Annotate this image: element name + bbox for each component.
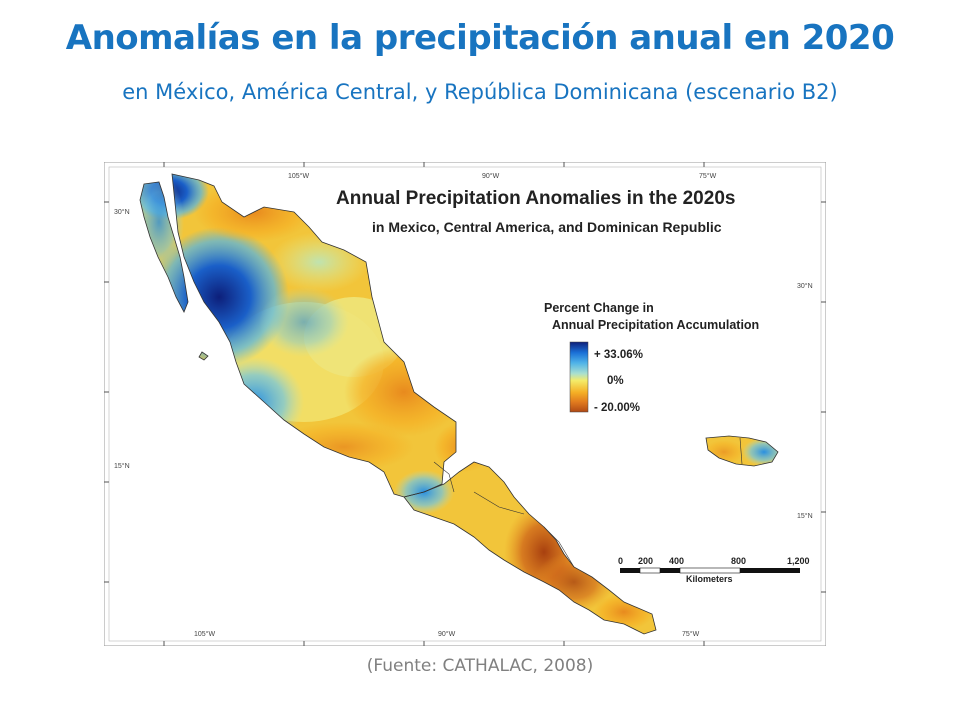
scale-tick-0: 0	[618, 556, 623, 566]
lon-label-105w-top: 105°W	[288, 172, 309, 180]
frame-ticks	[104, 162, 826, 646]
legend-mid-label: 0%	[607, 375, 624, 387]
lon-label-75w-bottom: 75°W	[682, 630, 700, 638]
legend: Percent Change in Annual Precipitation A…	[544, 301, 759, 414]
lat-label-15n-left: 15°N	[114, 462, 130, 470]
map-subtitle: in Mexico, Central America, and Dominica…	[372, 219, 722, 235]
precipitation-map: 105°W 90°W 75°W 30°N 15°N 30°N 15°N 105°…	[103, 161, 827, 647]
scale-tick-200: 200	[638, 556, 653, 566]
lat-label-15n-right: 15°N	[797, 512, 813, 520]
source-caption: (Fuente: CATHALAC, 2008)	[366, 656, 594, 676]
scale-bar: 0 200 400 800 1,200 Kilometers	[618, 556, 810, 584]
map-title: Annual Precipitation Anomalies in the 20…	[336, 188, 735, 209]
legend-min-label: - 20.00%	[594, 402, 640, 414]
coastline-outlines	[139, 173, 779, 635]
legend-title-line1: Percent Change in	[544, 301, 654, 315]
slide-title: Anomalías en la precipitación anual en 2…	[65, 18, 895, 58]
legend-title-line2: Annual Precipitation Accumulation	[552, 318, 759, 332]
scale-tick-800: 800	[731, 556, 746, 566]
lon-label-105w-bottom: 105°W	[194, 630, 215, 638]
lat-label-30n-left: 30°N	[114, 208, 130, 216]
lon-label-75w-top: 75°W	[699, 172, 717, 180]
slide-subtitle: en México, América Central, y República …	[122, 80, 838, 104]
lat-label-30n-right: 30°N	[797, 282, 813, 290]
lon-label-90w-bottom: 90°W	[438, 630, 456, 638]
lon-label-90w-top: 90°W	[482, 172, 500, 180]
legend-color-ramp	[569, 341, 589, 413]
scale-tick-1200: 1,200	[787, 556, 810, 566]
legend-max-label: + 33.06%	[594, 349, 643, 361]
scale-tick-400: 400	[669, 556, 684, 566]
scale-unit: Kilometers	[686, 574, 733, 584]
